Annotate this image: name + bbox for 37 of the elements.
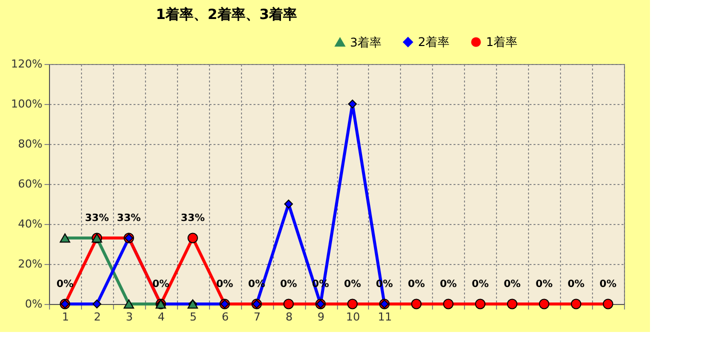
x-tick-label: 4 (158, 310, 165, 324)
data-label: 0% (216, 279, 234, 290)
data-label: 33% (116, 213, 141, 224)
x-tick-label: 9 (318, 310, 325, 324)
y-tick-label: 0% (25, 298, 42, 310)
x-tick-label: 7 (254, 310, 261, 324)
legend-label: 1着率 (486, 35, 518, 50)
data-label: 0% (56, 279, 74, 290)
data-label: 0% (440, 279, 457, 290)
x-tick-label: 6 (222, 310, 229, 324)
x-tick-label: 10 (346, 310, 360, 324)
y-tick-label: 80% (18, 138, 42, 150)
data-label: 33% (84, 213, 109, 224)
y-tick-label: 120% (11, 58, 42, 70)
legend-label: 2着率 (418, 35, 450, 50)
data-label: 33% (180, 213, 205, 224)
data-label: 0% (152, 279, 170, 290)
x-tick-label: 1 (62, 310, 69, 324)
x-tick-label: 8 (286, 310, 293, 324)
y-tick-label: 20% (18, 258, 42, 270)
legend-label: 3着率 (350, 35, 382, 50)
data-label: 0% (408, 279, 425, 290)
x-tick-label: 3 (126, 310, 133, 324)
data-label: 0% (600, 279, 617, 290)
data-label: 0% (568, 279, 585, 290)
data-label: 0% (472, 279, 489, 290)
x-tick-label: 2 (94, 310, 101, 324)
data-label: 0% (504, 279, 521, 290)
y-tick-label: 100% (11, 98, 42, 110)
data-label: 0% (280, 279, 298, 290)
y-tick-label: 60% (18, 178, 42, 190)
data-label: 0% (344, 279, 361, 290)
y-tick-label: 40% (18, 218, 42, 230)
data-label: 0% (536, 279, 553, 290)
x-tick-label: 11 (378, 310, 392, 324)
chart-title: 1着率、2着率、3着率 (156, 6, 298, 23)
x-tick-label: 5 (190, 310, 197, 324)
